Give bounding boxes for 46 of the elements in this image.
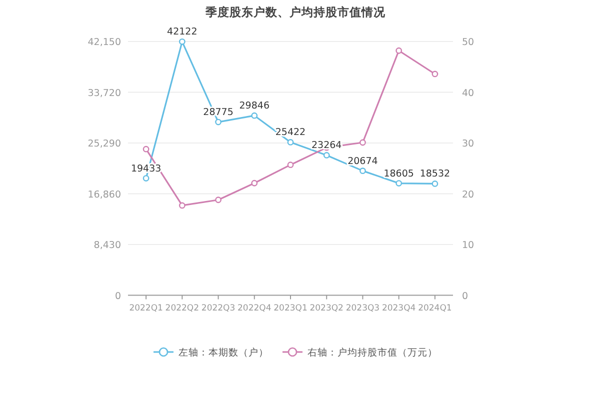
y2-tick-label: 20 bbox=[462, 189, 474, 200]
y2-tick-label: 50 bbox=[462, 37, 474, 48]
point bbox=[178, 38, 186, 45]
point bbox=[287, 139, 294, 146]
point bbox=[215, 196, 222, 204]
x-tick-label: 2023Q3 bbox=[346, 303, 380, 314]
y-tick-label: 33,720 bbox=[88, 88, 121, 99]
point bbox=[432, 180, 438, 187]
x-tick-label: 2022Q2 bbox=[165, 303, 200, 314]
x-tick-label: 2022Q4 bbox=[238, 303, 272, 314]
x-tick-label: 2024Q1 bbox=[418, 303, 452, 314]
y2-tick-label: 10 bbox=[462, 240, 474, 252]
point bbox=[360, 168, 366, 174]
y2-tick-label: 0 bbox=[462, 290, 468, 302]
point bbox=[432, 70, 438, 78]
data-label: 18605 bbox=[384, 168, 414, 180]
chart-title: 季度股东户数、户均持股市值情况 bbox=[204, 5, 386, 19]
y-tick-label: 42,150 bbox=[88, 37, 121, 48]
point bbox=[287, 162, 294, 168]
x-tick-label: 2023Q4 bbox=[382, 303, 416, 314]
x-tick-label: 2023Q2 bbox=[310, 303, 344, 314]
legend-label: 右轴：户均持股市值（万元） bbox=[308, 346, 438, 359]
point bbox=[215, 118, 222, 126]
point bbox=[142, 175, 150, 182]
data-label: 42122 bbox=[167, 26, 198, 38]
y2-tick-label: 40 bbox=[462, 88, 474, 99]
legend-label: 左轴：本期数（户） bbox=[178, 346, 268, 359]
point bbox=[251, 180, 258, 186]
point bbox=[323, 152, 330, 158]
y-tick-label: 0 bbox=[114, 290, 121, 302]
y-tick-label: 8,430 bbox=[94, 240, 121, 252]
y-tick-label: 16,860 bbox=[88, 189, 121, 200]
point bbox=[396, 47, 402, 54]
point bbox=[178, 202, 186, 209]
point bbox=[396, 180, 402, 186]
x-tick-label: 2022Q3 bbox=[201, 303, 236, 314]
point bbox=[360, 139, 366, 146]
x-tick-label: 2022Q1 bbox=[129, 303, 163, 314]
point bbox=[142, 146, 150, 152]
data-label: 18532 bbox=[420, 168, 450, 180]
y2-tick-label: 30 bbox=[462, 138, 474, 150]
x-tick-label: 2023Q1 bbox=[274, 303, 308, 314]
data-label: 20674 bbox=[348, 156, 378, 167]
data-label: 29846 bbox=[239, 100, 270, 112]
y-tick-label: 25,290 bbox=[88, 138, 121, 150]
point bbox=[251, 112, 258, 119]
